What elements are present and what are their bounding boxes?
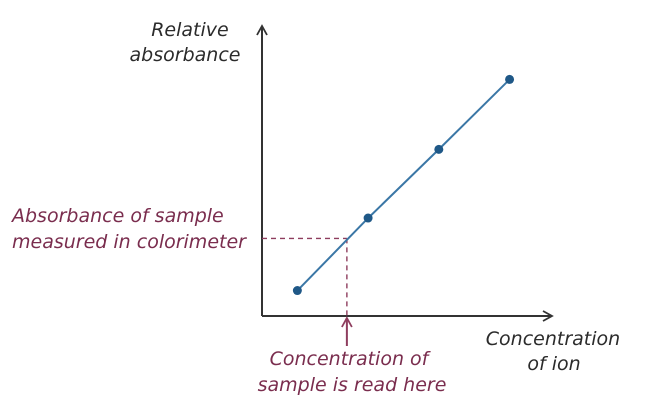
calibration-points <box>292 74 515 296</box>
absorbance-annotation: Absorbance of sample measured in colorim… <box>10 205 247 253</box>
y-axis-label-line-2: absorbance <box>130 44 241 66</box>
calibration-line <box>296 78 511 292</box>
data-point <box>434 144 444 154</box>
x-axis-label-line-1: Concentration <box>486 328 620 350</box>
x-axis-label: Concentration of ion <box>486 328 626 375</box>
x-axis-label-line-2: of ion <box>527 353 580 375</box>
absorbance-annotation-line-2: measured in colorimeter <box>12 231 247 253</box>
concentration-annotation-line-1: Concentration of <box>270 348 432 370</box>
data-point <box>363 213 373 223</box>
concentration-annotation: Concentration of sample is read here <box>258 348 447 396</box>
y-axis-label-line-1: Relative <box>151 19 228 41</box>
y-axis-label: Relative absorbance <box>130 19 241 66</box>
data-point <box>505 74 515 84</box>
concentration-annotation-line-2: sample is read here <box>258 374 447 396</box>
absorbance-annotation-line-1: Absorbance of sample <box>10 205 224 227</box>
data-point <box>292 286 302 296</box>
